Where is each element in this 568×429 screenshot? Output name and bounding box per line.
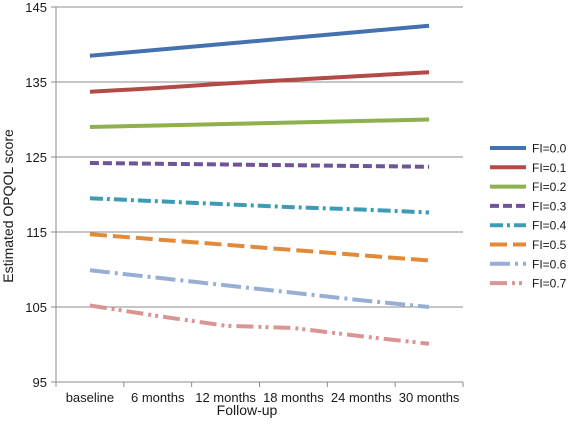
legend-label: FI=0.4	[532, 219, 567, 233]
legend-label: FI=0.5	[532, 238, 567, 252]
x-tick-label: 24 months	[331, 390, 392, 405]
legend-label: FI=0.2	[532, 180, 567, 194]
series-line	[89, 303, 430, 346]
series-line	[89, 196, 430, 215]
legend-label: FI=0.7	[532, 277, 567, 291]
x-tick-label: 6 months	[131, 390, 185, 405]
legend-label: FI=0.1	[532, 161, 567, 175]
x-tick-label: baseline	[66, 390, 114, 405]
y-tick-label: 115	[26, 225, 47, 240]
x-axis-label: Follow-up	[217, 402, 278, 418]
y-tick-label: 95	[33, 375, 47, 390]
series-line	[89, 23, 430, 58]
legend-label: FI=0.3	[532, 199, 567, 213]
x-tick-label: 12 months	[195, 390, 256, 405]
y-axis-label: Estimated OPQOL score	[0, 129, 16, 283]
series-lines	[89, 23, 430, 346]
y-tick-label: 105	[25, 300, 47, 315]
x-tick-label: 18 months	[263, 390, 324, 405]
series-line	[89, 117, 430, 129]
y-tick-label: 135	[25, 75, 47, 90]
legend: FI=0.0 FI=0.1 FI=0.2 FI=0.3 FI=0.4 FI=0.5 FI=0…	[490, 142, 567, 291]
y-tick-label: 125	[25, 150, 47, 165]
series-line	[89, 268, 430, 309]
legend-label: FI=0.6	[532, 257, 567, 271]
legend-label: FI=0.0	[532, 142, 567, 156]
series-line	[89, 161, 430, 169]
series-line	[89, 70, 430, 94]
y-tick-label: 145	[25, 0, 47, 15]
series-line	[89, 232, 430, 263]
x-tick-label: 30 months	[399, 390, 460, 405]
axes: 95 105 115 125 135 145 baseline 6 months 12 mont…	[25, 0, 464, 405]
gridlines	[56, 6, 463, 308]
